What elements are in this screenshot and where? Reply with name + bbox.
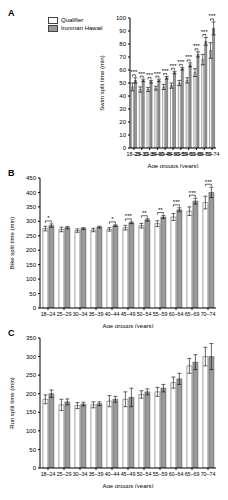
svg-text:40–44: 40–44 xyxy=(105,311,120,317)
svg-text:65–69: 65–69 xyxy=(185,471,200,477)
svg-text:*: * xyxy=(111,216,114,222)
svg-text:***: *** xyxy=(125,213,133,219)
svg-text:***: *** xyxy=(201,29,209,35)
svg-text:Swim split time (min): Swim split time (min) xyxy=(99,55,105,110)
html-text:C: C xyxy=(8,328,15,338)
svg-text:***: *** xyxy=(130,69,138,75)
svg-text:100: 100 xyxy=(26,276,37,282)
svg-text:***: *** xyxy=(146,72,154,78)
svg-text:450: 450 xyxy=(26,175,37,181)
svg-text:45–49: 45–49 xyxy=(121,311,136,317)
svg-text:90: 90 xyxy=(119,28,126,34)
svg-text:200: 200 xyxy=(26,247,37,253)
svg-text:Age groups (years): Age groups (years) xyxy=(102,483,153,488)
svg-text:***: *** xyxy=(154,71,162,77)
svg-text:Age groups (years): Age groups (years) xyxy=(147,163,198,168)
html-text:B: B xyxy=(8,168,15,178)
svg-text:**: ** xyxy=(142,210,147,216)
svg-text:18–24: 18–24 xyxy=(41,311,56,317)
svg-text:***: *** xyxy=(209,13,217,19)
svg-text:60: 60 xyxy=(119,67,126,73)
svg-text:50: 50 xyxy=(29,291,36,297)
svg-text:70–74: 70–74 xyxy=(201,471,216,477)
svg-text:0: 0 xyxy=(33,465,37,471)
svg-text:70: 70 xyxy=(119,54,126,60)
svg-text:Bike split time (min): Bike split time (min) xyxy=(9,217,15,269)
svg-text:300: 300 xyxy=(26,218,37,224)
svg-text:50–54: 50–54 xyxy=(137,471,152,477)
html-text:A: A xyxy=(8,8,15,18)
svg-text:***: *** xyxy=(205,179,213,185)
svg-text:25–29: 25–29 xyxy=(57,311,72,317)
svg-text:350: 350 xyxy=(26,204,37,210)
svg-text:250: 250 xyxy=(26,372,37,378)
svg-text:35–39: 35–39 xyxy=(89,471,104,477)
svg-text:100: 100 xyxy=(116,15,127,21)
svg-text:***: *** xyxy=(177,59,185,65)
svg-text:350: 350 xyxy=(26,335,37,341)
svg-text:55–59: 55–59 xyxy=(153,471,168,477)
svg-text:80: 80 xyxy=(119,41,126,47)
svg-text:***: *** xyxy=(169,63,177,69)
svg-text:300: 300 xyxy=(26,354,37,360)
svg-text:50: 50 xyxy=(119,80,126,86)
svg-text:400: 400 xyxy=(26,190,37,196)
svg-text:***: *** xyxy=(189,190,197,196)
svg-text:70–74: 70–74 xyxy=(205,151,220,157)
svg-text:0: 0 xyxy=(123,145,127,151)
html-text:Qualifier: Qualifier xyxy=(61,17,84,23)
svg-text:250: 250 xyxy=(26,233,37,239)
svg-text:30–34: 30–34 xyxy=(73,471,88,477)
svg-text:30–34: 30–34 xyxy=(73,311,88,317)
svg-text:40: 40 xyxy=(119,93,126,99)
svg-text:10: 10 xyxy=(119,132,126,138)
svg-text:50: 50 xyxy=(29,447,36,453)
svg-text:50–54: 50–54 xyxy=(137,311,152,317)
svg-text:Age groups (years): Age groups (years) xyxy=(102,323,153,328)
svg-text:60–64: 60–64 xyxy=(169,471,184,477)
svg-text:***: *** xyxy=(138,71,146,77)
svg-text:18–24: 18–24 xyxy=(41,471,56,477)
svg-text:0: 0 xyxy=(33,305,37,311)
svg-text:70–74: 70–74 xyxy=(201,311,216,317)
svg-text:20: 20 xyxy=(119,119,126,125)
svg-text:35–39: 35–39 xyxy=(89,311,104,317)
svg-text:***: *** xyxy=(193,43,201,49)
svg-text:100: 100 xyxy=(26,428,37,434)
svg-text:55–59: 55–59 xyxy=(153,311,168,317)
svg-text:25–29: 25–29 xyxy=(57,471,72,477)
svg-text:***: *** xyxy=(185,54,193,60)
svg-text:60–64: 60–64 xyxy=(169,311,184,317)
svg-text:200: 200 xyxy=(26,391,37,397)
svg-text:***: *** xyxy=(173,199,181,205)
svg-text:**: ** xyxy=(158,207,163,213)
svg-text:***: *** xyxy=(162,68,170,74)
svg-text:*: * xyxy=(47,215,50,221)
svg-text:30: 30 xyxy=(119,106,126,112)
html-text:Ironman Hawaii: Ironman Hawaii xyxy=(61,25,103,31)
svg-text:150: 150 xyxy=(26,409,37,415)
svg-text:65–69: 65–69 xyxy=(185,311,200,317)
svg-text:40–44: 40–44 xyxy=(105,471,120,477)
svg-text:Run split time (min): Run split time (min) xyxy=(9,377,15,429)
svg-text:150: 150 xyxy=(26,262,37,268)
svg-text:45–49: 45–49 xyxy=(121,471,136,477)
